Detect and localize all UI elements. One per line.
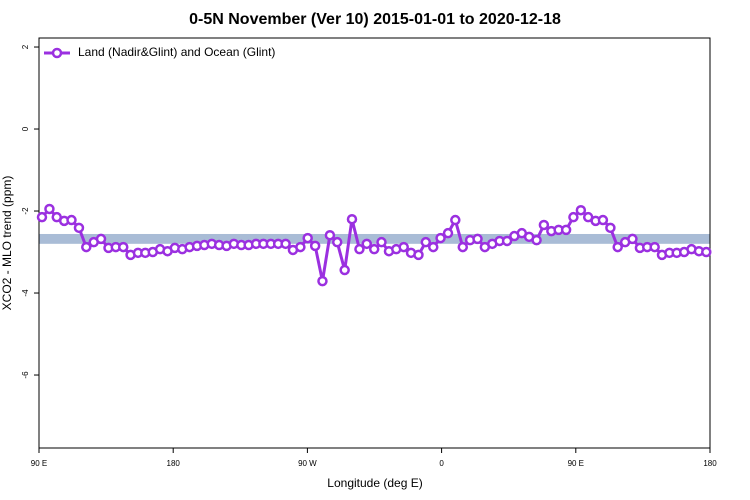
data-point: [435, 232, 446, 244]
data-point: [309, 240, 321, 252]
data-point: [66, 214, 77, 226]
data-point: [649, 241, 660, 253]
data-point: [339, 264, 350, 276]
data-point: [398, 241, 409, 253]
data-point: [442, 227, 454, 239]
data-point: [420, 236, 432, 248]
data-point: [457, 241, 469, 253]
data-point: [568, 211, 579, 223]
data-point: [295, 241, 306, 253]
data-point: [324, 229, 336, 241]
data-point: [627, 233, 638, 245]
data-point: [354, 243, 365, 255]
data-point: [501, 235, 513, 247]
y-axis-label: XCO2 - MLO trend (ppm): [0, 176, 14, 311]
plot-frame: [38, 37, 711, 449]
data-point: [531, 234, 542, 246]
data-point: [346, 213, 358, 225]
x-tick-label: 0: [439, 459, 444, 468]
data-point: [331, 236, 343, 248]
y-tick-label: -6: [21, 371, 30, 379]
data-point: [361, 238, 372, 250]
data-point: [44, 203, 55, 215]
y-tick-label: -2: [21, 207, 30, 215]
data-point: [472, 233, 483, 245]
legend-label: Land (Nadir&Glint) and Ocean (Glint): [78, 45, 275, 59]
x-tick-label: 90 E: [568, 459, 584, 468]
x-tick-label: 90 W: [298, 459, 317, 468]
data-point: [280, 238, 291, 250]
data-point: [560, 224, 572, 236]
data-point: [413, 249, 424, 261]
data-point: [117, 241, 129, 253]
chart-title: 0-5N November (Ver 10) 2015-01-01 to 202…: [189, 11, 561, 28]
legend-marker: [51, 47, 63, 59]
data-point: [538, 219, 550, 231]
y-tick-label: -4: [21, 289, 30, 297]
data-point: [81, 241, 92, 253]
data-point: [612, 241, 623, 253]
y-tick-label: 2: [21, 44, 30, 49]
data-point: [597, 214, 609, 226]
x-axis-label: Longitude (deg E): [327, 476, 422, 490]
data-point: [73, 222, 85, 234]
data-point: [575, 204, 587, 216]
data-point: [450, 214, 461, 226]
reference-band: [39, 233, 710, 244]
x-tick-label: 180: [703, 459, 717, 468]
data-point: [36, 211, 48, 223]
data-point: [427, 241, 439, 253]
data-point: [701, 246, 712, 258]
x-tick-label: 90 E: [31, 459, 47, 468]
data-point: [302, 232, 313, 244]
y-tick-label: 0: [21, 126, 30, 131]
data-point: [605, 222, 616, 234]
data-point: [95, 233, 107, 245]
x-tick-label: 180: [167, 459, 181, 468]
data-point: [368, 243, 380, 255]
data-point: [376, 236, 387, 248]
data-point: [317, 275, 328, 287]
